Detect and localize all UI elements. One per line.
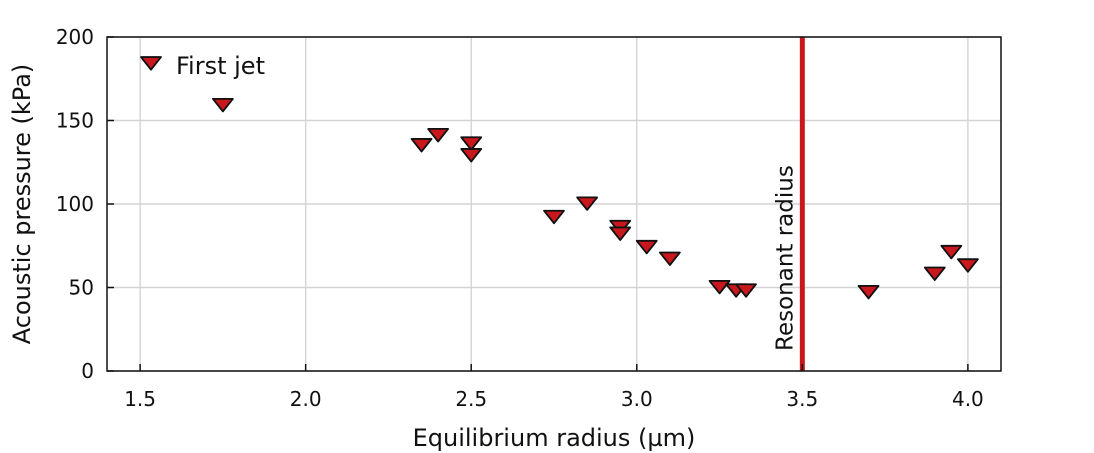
data-point — [543, 209, 565, 225]
y-axis-title: Acoustic pressure (kPa) — [8, 64, 36, 345]
data-point — [956, 258, 979, 273]
x-tick-label: 4.0 — [952, 387, 984, 411]
data-point — [576, 196, 599, 211]
data-point — [923, 266, 946, 282]
y-tick-label: 100 — [56, 192, 94, 216]
data-point — [857, 284, 880, 300]
y-tick-label: 200 — [56, 25, 94, 49]
data-point — [211, 97, 234, 113]
resonant-radius-label: Resonant radius — [772, 165, 798, 351]
x-tick-label: 1.5 — [124, 387, 156, 411]
data-point — [410, 138, 433, 153]
data-point — [708, 279, 731, 295]
y-tick-label: 0 — [81, 359, 94, 383]
axis-ticks: 1.5 2.0 2.5 3.0 3.5 4.0 0 50 100 150 200 — [56, 25, 984, 411]
annotation-layer: Resonant radius — [772, 37, 805, 371]
legend-marker — [140, 56, 162, 71]
data-point — [658, 251, 681, 266]
data-points — [211, 97, 979, 300]
data-point — [609, 226, 632, 241]
legend-label: First jet — [176, 52, 265, 80]
x-tick-label: 2.5 — [455, 387, 487, 411]
x-axis-title: Equilibrium radius (µm) — [413, 424, 696, 452]
data-point — [427, 128, 450, 143]
legend: First jet — [140, 52, 265, 80]
data-point — [940, 244, 963, 260]
data-point — [635, 239, 658, 255]
grid-lines — [107, 36, 1001, 372]
data-point — [460, 136, 483, 151]
data-point — [460, 148, 483, 163]
y-tick-label: 150 — [56, 109, 94, 133]
x-tick-label: 3.5 — [786, 387, 818, 411]
x-tick-label: 3.0 — [621, 387, 653, 411]
y-tick-label: 50 — [69, 276, 94, 300]
data-point — [735, 283, 757, 298]
x-tick-label: 2.0 — [290, 387, 322, 411]
